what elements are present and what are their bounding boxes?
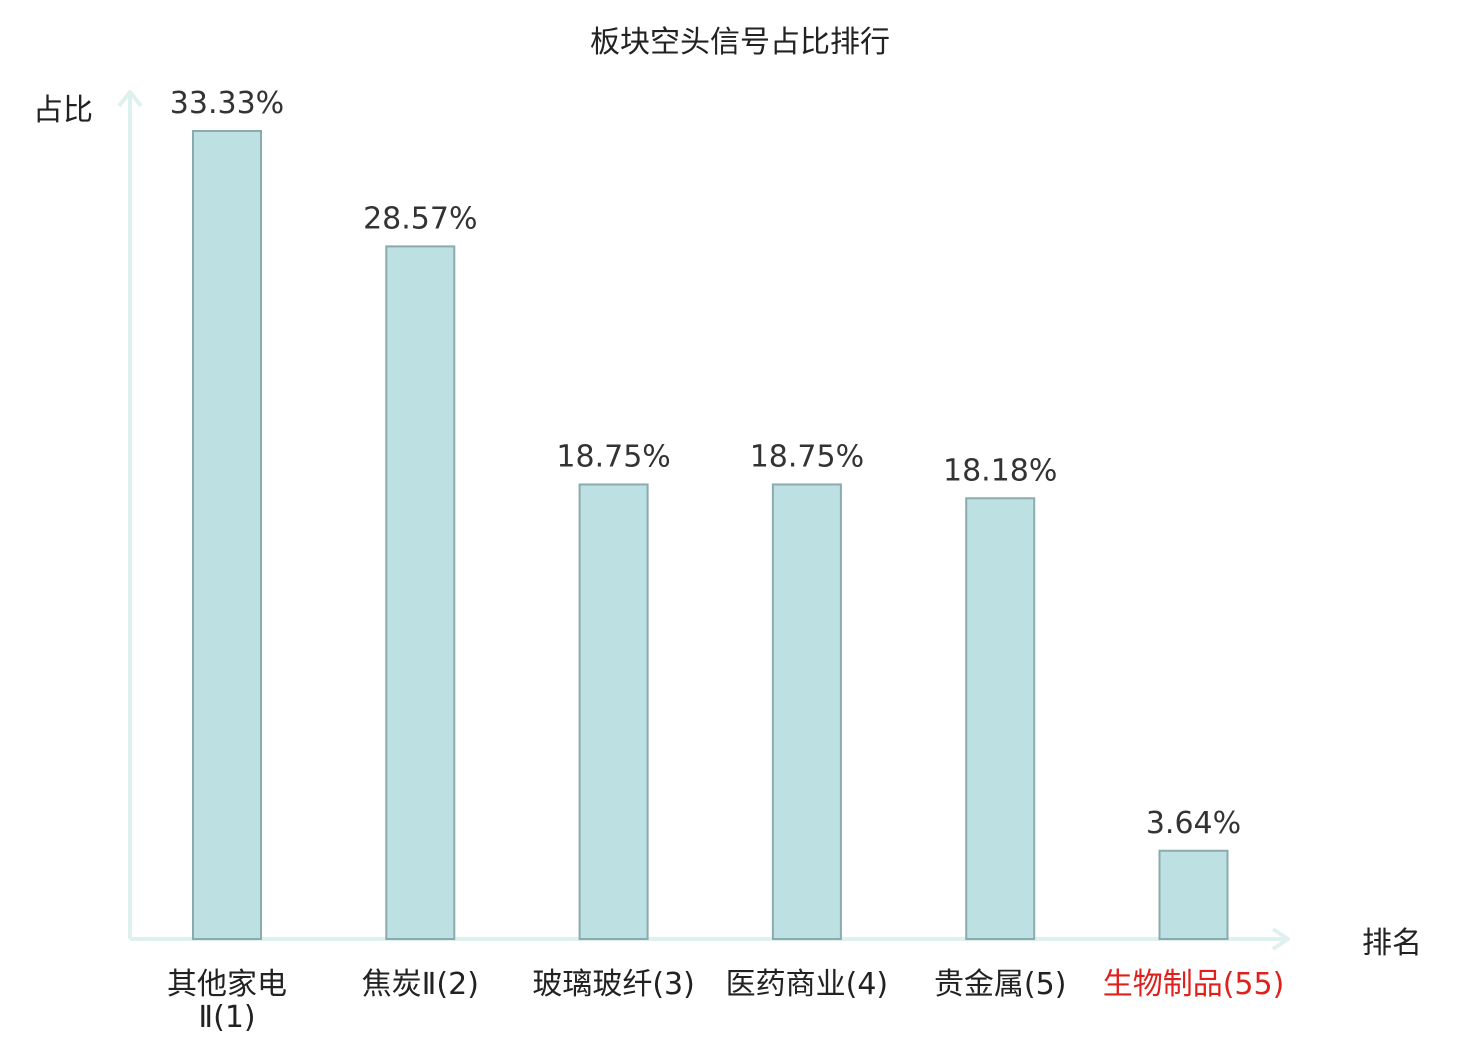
x-tick-label: 贵金属(5) xyxy=(934,967,1067,1002)
bar xyxy=(1158,849,1229,940)
x-tick-label: 医药商业(4) xyxy=(726,967,889,1002)
bar xyxy=(771,483,842,940)
x-tick-label: 生物制品(55) xyxy=(1103,967,1285,1002)
x-tick-label: 其他家电 xyxy=(167,967,287,1002)
x-axis-arrow xyxy=(1271,927,1290,951)
axes xyxy=(117,90,1290,951)
x-tick-label: Ⅱ(1) xyxy=(198,1000,255,1035)
bar xyxy=(385,245,456,941)
value-labels: 33.33% 28.57% 18.75% 18.75% 18.18% 3.64% xyxy=(170,86,1241,841)
bar-value-label: 28.57% xyxy=(363,201,477,236)
bar-value-label: 33.33% xyxy=(170,86,284,121)
bar-value-label: 18.75% xyxy=(750,439,864,474)
y-axis-label: 占比 xyxy=(33,93,93,128)
bars xyxy=(192,130,1229,941)
x-tick-label: 焦炭Ⅱ(2) xyxy=(362,967,479,1002)
chart-title: 板块空头信号占比排行 xyxy=(590,25,890,60)
bar xyxy=(192,130,262,940)
bar xyxy=(965,497,1036,940)
bar-value-label: 3.64% xyxy=(1146,806,1241,841)
bar-value-label: 18.18% xyxy=(943,453,1057,488)
bar-value-label: 18.75% xyxy=(556,439,670,474)
y-axis-arrow xyxy=(117,90,143,108)
x-axis-label: 排名 xyxy=(1362,926,1422,961)
x-tick-label: 玻璃玻纤(3) xyxy=(532,967,695,1002)
bar xyxy=(578,483,649,940)
